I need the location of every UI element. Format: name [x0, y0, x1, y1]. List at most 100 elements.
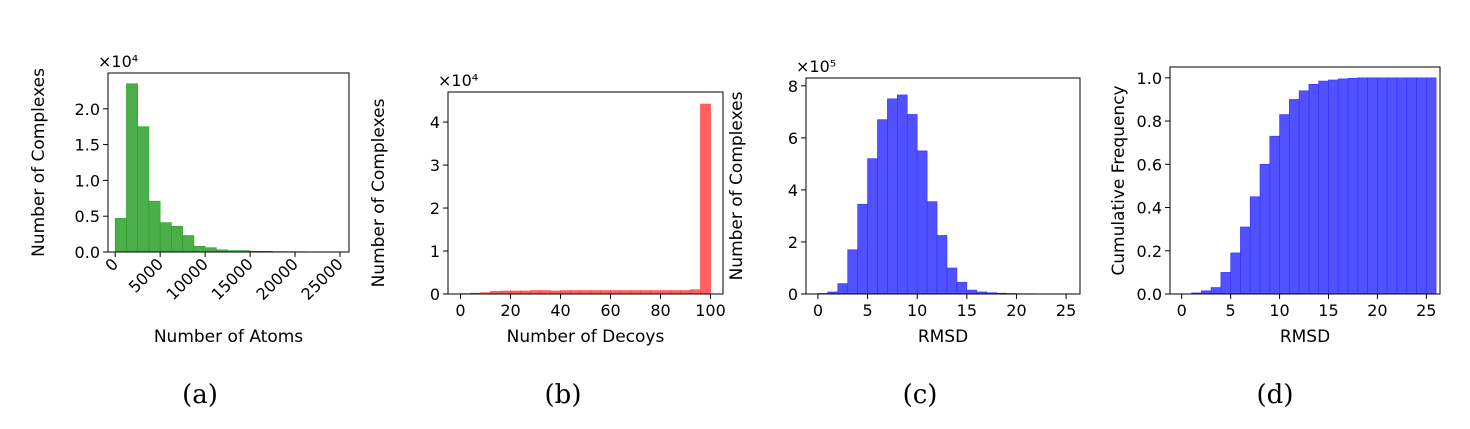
chart-panel-3: 0 5 10 15 20 25 0 2 4 6 8 RMSD Number of Complexes ×1…: [727, 57, 1081, 410]
histogram-bars: [114, 83, 341, 253]
plot-frame: [107, 72, 350, 253]
bar: [171, 225, 183, 253]
bar: [1337, 78, 1349, 295]
y-tick-label: 2.0: [75, 100, 100, 119]
bar: [966, 289, 978, 295]
bar: [1328, 79, 1339, 295]
bar: [956, 281, 968, 295]
x-tick-label: 20: [1367, 301, 1387, 320]
bar: [1406, 77, 1417, 295]
bar: [680, 290, 691, 295]
bar: [660, 290, 671, 295]
x-tick-label: 25: [1416, 301, 1436, 320]
x-tick-label: 15: [957, 301, 977, 320]
bar: [1318, 80, 1329, 295]
y-tick-label: 2: [430, 199, 440, 218]
x-tick-label: 0: [455, 301, 465, 320]
x-tick-label: 25000: [297, 254, 346, 303]
panel-caption: (b): [545, 380, 582, 410]
y-tick-label: 0.0: [1137, 285, 1162, 304]
x-tick-label: 40: [550, 301, 570, 320]
x-tick-label: 0: [813, 301, 823, 320]
x-tick-label: 25: [1056, 301, 1076, 320]
bar: [936, 235, 948, 295]
bar: [1298, 90, 1310, 295]
bar: [204, 247, 217, 253]
y-tick-label: 0: [430, 285, 440, 304]
bar: [640, 290, 651, 295]
x-axis-label: Number of Atoms: [154, 327, 303, 347]
bar: [159, 222, 172, 253]
x-tick-label: 0: [101, 254, 122, 275]
x-tick-label: 20: [500, 301, 520, 320]
y-tick-label: 1: [430, 242, 440, 261]
bar: [1416, 77, 1427, 295]
plot-frame: [1169, 66, 1441, 295]
bar: [182, 235, 195, 253]
bar: [148, 200, 161, 253]
bar: [700, 103, 711, 295]
x-tick-label: 5: [862, 301, 872, 320]
bar: [1259, 163, 1271, 295]
bar: [857, 203, 868, 295]
chart-panel-2: 0 20 40 60 80 100 0 1 2 3 4 Number of Decoys Number …: [369, 71, 726, 410]
bar: [1220, 272, 1231, 295]
bar: [897, 94, 908, 295]
bar: [600, 290, 611, 295]
bar: [610, 290, 621, 295]
y-tick-label: 6: [788, 129, 798, 148]
y-axis-multiplier: ×10⁵: [796, 57, 836, 76]
bar: [1308, 84, 1319, 295]
bar: [1230, 252, 1241, 295]
y-tick-label: 0.8: [1137, 112, 1162, 131]
histogram-bars: [1191, 77, 1437, 295]
x-tick-label: 15000: [207, 254, 256, 303]
x-tick-label: 15: [1318, 301, 1338, 320]
x-tick-label: 20: [1006, 301, 1026, 320]
bar: [650, 290, 661, 295]
y-axis-label: Number of Complexes: [29, 68, 49, 257]
x-tick-label: 10: [907, 301, 927, 320]
bar: [126, 83, 138, 253]
bar: [1279, 114, 1290, 295]
y-axis-label: Cumulative Frequency: [1109, 85, 1129, 275]
bar: [946, 267, 958, 295]
bar: [620, 290, 631, 295]
bar: [630, 290, 641, 295]
y-tick-label: 0.6: [1137, 155, 1162, 174]
bar: [877, 119, 888, 295]
y-axis-multiplier: ×10⁴: [438, 71, 478, 90]
x-tick-label: 5000: [125, 254, 167, 296]
bar: [670, 290, 681, 295]
y-tick-label: 0.5: [75, 207, 100, 226]
chart-panel-4: 0 5 10 15 20 25 0.0 0.2 0.4 0.6 0.8 1.0 RMSD Cumulati…: [1109, 66, 1441, 410]
bar: [1426, 77, 1437, 295]
x-axis-label: Number of Decoys: [507, 327, 665, 347]
x-axis-label: RMSD: [918, 327, 968, 347]
y-axis-multiplier: ×10⁴: [98, 52, 138, 71]
bar: [1289, 99, 1300, 295]
bar: [847, 249, 858, 295]
panel-caption: (a): [182, 380, 218, 410]
y-axis-label: Number of Complexes: [369, 98, 389, 287]
y-tick-label: 1.0: [75, 171, 100, 190]
bar: [906, 114, 918, 295]
plot-frame: [805, 77, 1081, 295]
bar: [690, 289, 701, 295]
x-tick-label: 5: [1226, 301, 1236, 320]
y-tick-label: 1.0: [1137, 69, 1162, 88]
y-tick-label: 0.2: [1137, 242, 1162, 261]
x-tick-label: 10: [1269, 301, 1289, 320]
bar: [530, 290, 541, 295]
bar: [1347, 77, 1359, 295]
bar: [193, 245, 206, 253]
bar: [1210, 287, 1222, 295]
panel-caption: (c): [903, 380, 938, 410]
bar: [1240, 226, 1251, 295]
bar: [926, 201, 938, 295]
histogram-bars: [460, 103, 711, 295]
panel-caption: (d): [1257, 380, 1294, 410]
bar: [580, 290, 591, 295]
